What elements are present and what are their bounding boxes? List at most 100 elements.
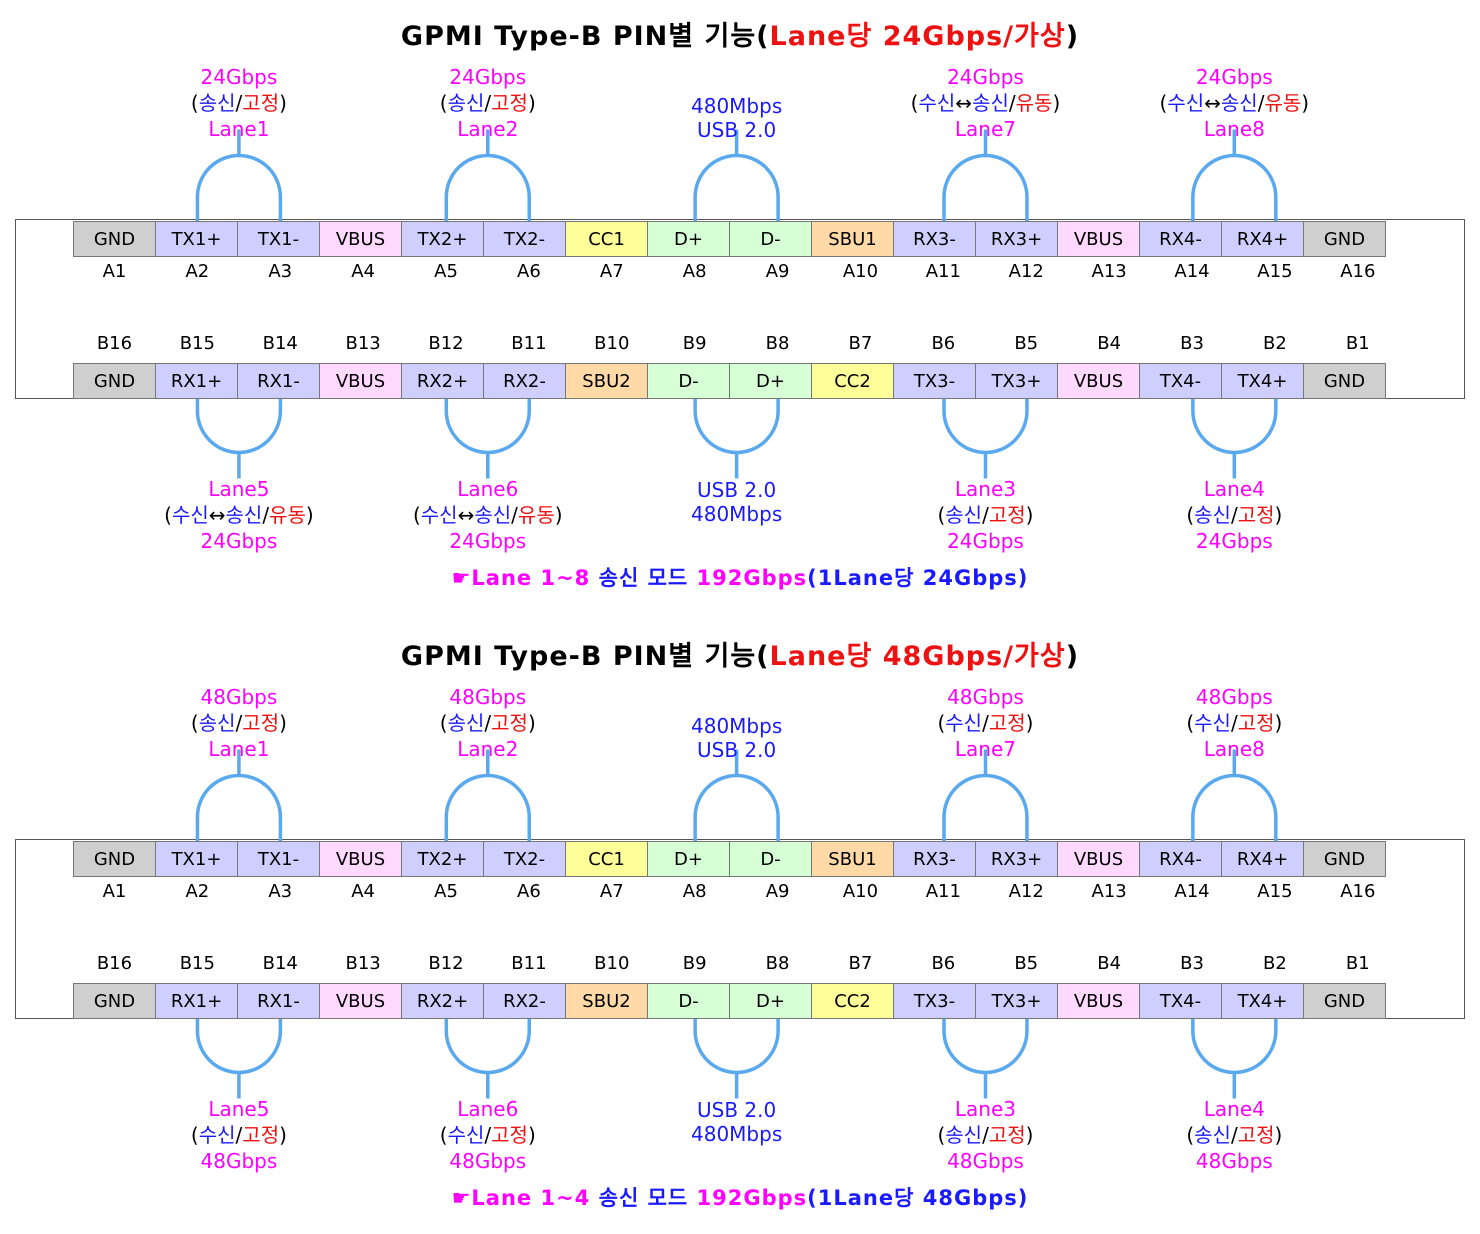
top-pin-row: GND TX1+ TX1- VBUS TX2+ TX2- CC1 D+ D- SBU1 RX3- RX…	[73, 221, 1386, 257]
paren-close: )	[279, 91, 287, 115]
pin-id: B1	[1345, 333, 1370, 354]
title-highlight: Lane당 48Gbps/가상	[769, 641, 1066, 672]
pin-id: B15	[179, 953, 215, 974]
paren-close: )	[527, 91, 536, 115]
pin-id: B8	[765, 953, 790, 974]
lane-label: 24Gbps (수신↔송신/유동) Lane7	[865, 64, 1105, 142]
lane-mode1: 수신	[420, 503, 458, 527]
lane-mode: (송신/고정)	[865, 502, 1105, 528]
slash: /	[484, 91, 492, 115]
lane-speed: 24Gbps	[1195, 529, 1273, 553]
lane-state: 유동	[1264, 91, 1302, 115]
pin-cell: VBUS	[1057, 983, 1140, 1019]
lane-mode2: 송신	[1220, 91, 1258, 115]
paren-open: (	[164, 503, 172, 527]
pin-id: B2	[1263, 953, 1287, 974]
lane-mode1: 수신	[198, 1123, 236, 1147]
slash: /	[1257, 91, 1265, 115]
lane-name: Lane4	[1203, 1097, 1265, 1121]
pin-cell: D+	[729, 983, 812, 1019]
pin-id: B9	[682, 953, 707, 974]
lane-arc	[693, 399, 780, 479]
pin-cell: VBUS	[319, 221, 402, 257]
lane-mode: (송신/고정)	[865, 1122, 1105, 1148]
lane-name: Lane5	[208, 1097, 270, 1121]
footer-total: 192Gbps	[696, 566, 808, 590]
pin-id: B11	[511, 333, 547, 354]
pin-cell: TX1+	[155, 841, 238, 877]
bidir-arrow: ↔	[457, 503, 475, 527]
pin-cell: RX3-	[893, 221, 976, 257]
pin-cell: TX2+	[401, 841, 484, 877]
paren-close: )	[1025, 503, 1034, 527]
title-suffix: )	[1065, 641, 1080, 672]
pin-cell: RX4+	[1221, 841, 1304, 877]
usb-line1: 480Mbps	[691, 94, 783, 118]
lane-speed: 24Gbps	[947, 65, 1024, 89]
lane-arc	[942, 129, 1029, 221]
pin-id: A16	[1340, 261, 1376, 282]
lane-mode2: 송신	[972, 91, 1009, 115]
pin-id: B5	[1014, 333, 1039, 354]
lane-mode1: 송신	[945, 1123, 983, 1147]
pin-id: A1	[102, 881, 127, 902]
pin-cell: D+	[647, 841, 730, 877]
pin-cell: SBU1	[811, 221, 894, 257]
lane-label: 48Gbps (수신/고정) Lane8	[1114, 684, 1354, 762]
pin-id: A3	[268, 881, 293, 902]
pin-id: A4	[351, 261, 375, 282]
lane-speed: 24Gbps	[200, 65, 278, 89]
lane-label: 48Gbps (송신/고정) Lane1	[119, 684, 359, 762]
pin-cell: GND	[1303, 363, 1386, 399]
paren-open: (	[190, 711, 199, 735]
pin-id: A11	[925, 881, 961, 902]
pin-cell: RX3-	[893, 841, 976, 877]
lane-mode: (송신/고정)	[368, 710, 608, 736]
lane-mode1: 수신	[1194, 711, 1231, 735]
bidir-arrow: ↔	[955, 91, 973, 115]
pin-id: B8	[765, 333, 790, 354]
pin-cell: TX3-	[893, 363, 976, 399]
pin-id: B3	[1180, 333, 1204, 354]
pin-cell: TX2-	[483, 221, 566, 257]
pin-cell: CC1	[565, 841, 648, 877]
lane-arc	[942, 749, 1029, 841]
diagram-24gbps: GPMI Type-B PIN별 기능(Lane당 24Gbps/가상) GND T…	[0, 0, 1480, 614]
paren-close: )	[554, 503, 563, 527]
usb-line2: USB 2.0	[697, 118, 777, 142]
pin-id: A11	[925, 261, 961, 282]
lane-label: Lane6 (수신↔송신/유동) 24Gbps	[368, 476, 608, 554]
paren-open: (	[937, 503, 946, 527]
lane-state: 고정	[491, 91, 528, 115]
lane-mode: (수신↔송신/유동)	[119, 502, 359, 528]
paren-open: (	[439, 711, 448, 735]
lane-label: Lane3 (송신/고정) 48Gbps	[865, 1096, 1105, 1174]
lane-speed: 48Gbps	[1195, 685, 1273, 709]
lane-arc	[444, 749, 531, 841]
lane-speed: 24Gbps	[449, 65, 527, 89]
lane-arc	[1191, 749, 1278, 841]
pin-cell: SBU2	[565, 983, 648, 1019]
slash: /	[511, 503, 518, 527]
lane-mode1: 송신	[198, 711, 236, 735]
lane-state: 고정	[242, 1123, 280, 1147]
pin-id: A13	[1091, 881, 1127, 902]
lane-mode: (수신/고정)	[1114, 710, 1354, 736]
lane-state: 고정	[988, 503, 1026, 527]
pin-id: B12	[428, 953, 464, 974]
lane-mode1: 송신	[945, 503, 983, 527]
slash: /	[1008, 91, 1016, 115]
pin-id: B13	[345, 953, 381, 974]
pin-id: B4	[1097, 333, 1122, 354]
lane-speed: 48Gbps	[449, 685, 527, 709]
lane-state: 고정	[491, 1123, 528, 1147]
lane-mode2: 송신	[225, 503, 263, 527]
lane-state: 고정	[491, 711, 528, 735]
lane-mode1: 송신	[198, 91, 236, 115]
footer-total: 192Gbps	[696, 1186, 808, 1210]
lane-state: 고정	[988, 711, 1026, 735]
paren-close: )	[1025, 1123, 1034, 1147]
title-prefix: GPMI Type-B PIN별 기능(	[400, 21, 770, 52]
lane-label: 24Gbps (수신↔송신/유동) Lane8	[1114, 64, 1354, 142]
slash: /	[484, 711, 492, 735]
